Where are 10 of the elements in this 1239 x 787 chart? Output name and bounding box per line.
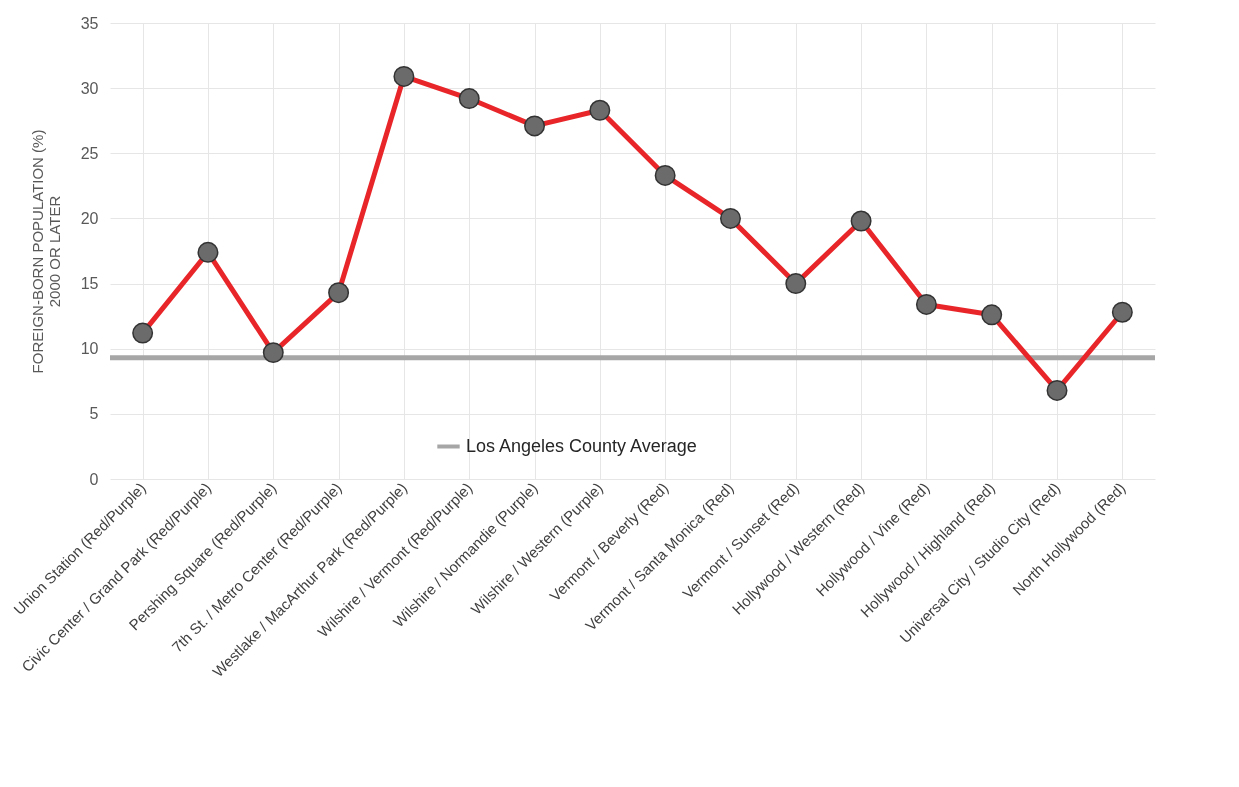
y-tick-label: 35 xyxy=(80,14,99,32)
legend-label: Los Angeles County Average xyxy=(466,435,697,456)
y-tick-label: 10 xyxy=(80,340,99,358)
y-tick-label: 15 xyxy=(80,275,99,293)
y-tick-label: 20 xyxy=(80,209,99,227)
y-tick-label: 0 xyxy=(89,470,99,488)
y-axis-title: FOREIGN-BORN POPULATION (%) 2000 OR LATER xyxy=(28,129,63,374)
y-tick-label: 30 xyxy=(80,79,99,97)
y-tick-label: 25 xyxy=(80,144,99,162)
y-tick-label: 5 xyxy=(89,405,99,423)
